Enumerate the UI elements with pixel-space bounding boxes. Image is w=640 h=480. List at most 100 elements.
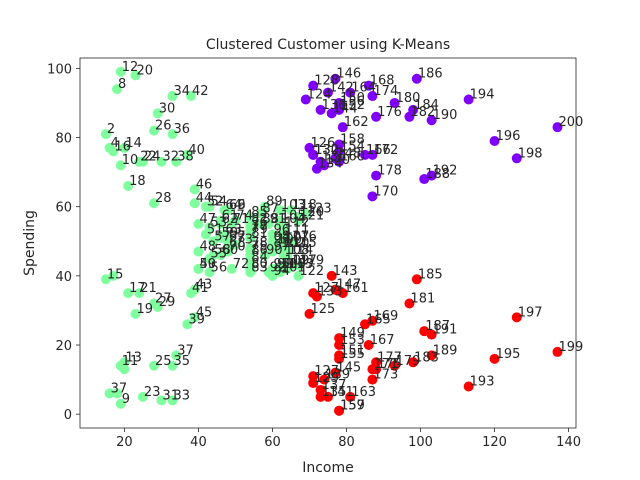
data-point	[223, 205, 234, 216]
data-point	[293, 270, 304, 281]
data-point-label: 128	[314, 74, 339, 89]
data-point	[278, 236, 289, 247]
data-point	[171, 350, 182, 361]
data-point-label: 129	[314, 371, 339, 386]
data-point-label: 121	[299, 209, 324, 224]
data-point	[189, 184, 200, 195]
data-point	[137, 391, 148, 402]
data-point	[330, 73, 341, 84]
data-point-label: 160	[340, 150, 365, 165]
data-point	[245, 267, 256, 278]
data-point-label: 27	[155, 292, 172, 307]
data-point-label: 46	[196, 177, 213, 192]
data-point	[115, 398, 126, 409]
data-point-label: 48	[199, 240, 216, 255]
data-point	[334, 156, 345, 167]
data-point-label: 170	[373, 184, 398, 199]
data-point	[193, 246, 204, 257]
data-point-label: 165	[366, 312, 391, 327]
data-point-label: 113	[288, 257, 313, 272]
data-point-label: 118	[292, 198, 317, 213]
data-point-label: 62	[222, 212, 239, 227]
data-point	[204, 222, 215, 233]
data-point	[108, 270, 119, 281]
data-point-label: 195	[496, 347, 521, 362]
data-point	[293, 260, 304, 271]
data-point-label: 185	[418, 267, 443, 282]
data-point-label: 23	[144, 385, 161, 400]
data-point-label: 156	[340, 94, 365, 109]
data-point	[463, 381, 474, 392]
data-point-label: 92	[270, 260, 287, 275]
data-point	[182, 319, 193, 330]
data-point-label: 142	[329, 81, 354, 96]
chart-title: Clustered Customer using K-Means	[206, 37, 450, 53]
data-point-label: 123	[307, 202, 332, 217]
data-point	[189, 284, 200, 295]
data-point-label: 112	[285, 215, 310, 230]
data-point	[426, 115, 437, 126]
data-point	[130, 308, 141, 319]
y-tick-label: 100	[47, 62, 72, 77]
data-point-label: 18	[129, 174, 146, 189]
data-point-label: 174	[373, 84, 398, 99]
data-point-label: 86	[251, 243, 268, 258]
data-point-label: 134	[318, 157, 343, 172]
data-point-label: 2	[107, 122, 115, 137]
data-point-label: 180	[396, 91, 421, 106]
data-point-label: 54	[211, 195, 228, 210]
data-point	[204, 267, 215, 278]
data-point-label: 178	[377, 164, 402, 179]
data-point	[274, 205, 285, 216]
data-point-label: 89	[266, 195, 283, 210]
data-point-label: 19	[137, 302, 154, 317]
data-point-label: 70	[229, 240, 246, 255]
data-point-label: 114	[288, 243, 313, 258]
data-point-label: 28	[155, 191, 172, 206]
data-point-label: 34	[174, 84, 191, 99]
data-point-label: 81	[251, 226, 268, 241]
x-tick-label: 140	[556, 435, 581, 450]
data-point	[285, 260, 296, 271]
data-point	[311, 291, 322, 302]
data-point-label: 127	[314, 364, 339, 379]
data-point	[323, 391, 333, 402]
data-point-label: 71	[233, 212, 250, 227]
data-point	[223, 246, 234, 257]
data-point-label: 187	[425, 319, 450, 334]
data-point-label: 83	[251, 260, 268, 275]
data-point-label: 105	[281, 209, 306, 224]
data-point-label: 20	[137, 63, 154, 78]
data-point	[315, 391, 326, 402]
data-point-label: 25	[155, 354, 172, 369]
data-point-label: 181	[410, 292, 435, 307]
data-point-label: 100	[277, 233, 302, 248]
data-point-label: 45	[196, 305, 213, 320]
data-point-label: 182	[410, 105, 435, 120]
data-point-label: 67	[229, 229, 246, 244]
data-point	[285, 205, 296, 216]
data-point	[156, 395, 167, 406]
data-point	[245, 250, 256, 261]
data-point	[230, 239, 241, 250]
data-point-label: 189	[433, 343, 458, 358]
data-point-label: 61	[222, 209, 239, 224]
data-point-label: 41	[192, 281, 209, 296]
data-point-label: 68	[229, 236, 246, 251]
data-point-label: 72	[233, 257, 250, 272]
data-point	[315, 104, 326, 115]
data-point	[104, 388, 115, 399]
data-point	[119, 364, 130, 375]
data-point	[245, 257, 256, 268]
data-point	[323, 87, 333, 98]
y-tick-label: 80	[55, 132, 72, 147]
data-point	[337, 288, 348, 299]
x-tick-label: 40	[190, 435, 207, 450]
data-point-label: 158	[340, 132, 365, 147]
data-point-label: 120	[299, 205, 324, 220]
data-point-label: 102	[281, 236, 306, 251]
data-point	[345, 87, 356, 98]
data-point	[267, 229, 278, 240]
data-point-label: 36	[174, 122, 191, 137]
